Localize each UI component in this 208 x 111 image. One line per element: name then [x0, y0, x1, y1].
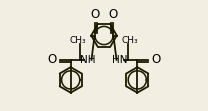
Text: O: O	[47, 53, 57, 66]
Text: O: O	[109, 8, 118, 21]
Text: O: O	[151, 53, 161, 66]
Text: CH₃: CH₃	[70, 36, 86, 45]
Text: NH: NH	[80, 55, 96, 65]
Text: CH₃: CH₃	[122, 36, 138, 45]
Text: O: O	[90, 8, 99, 21]
Text: HN: HN	[112, 55, 128, 65]
